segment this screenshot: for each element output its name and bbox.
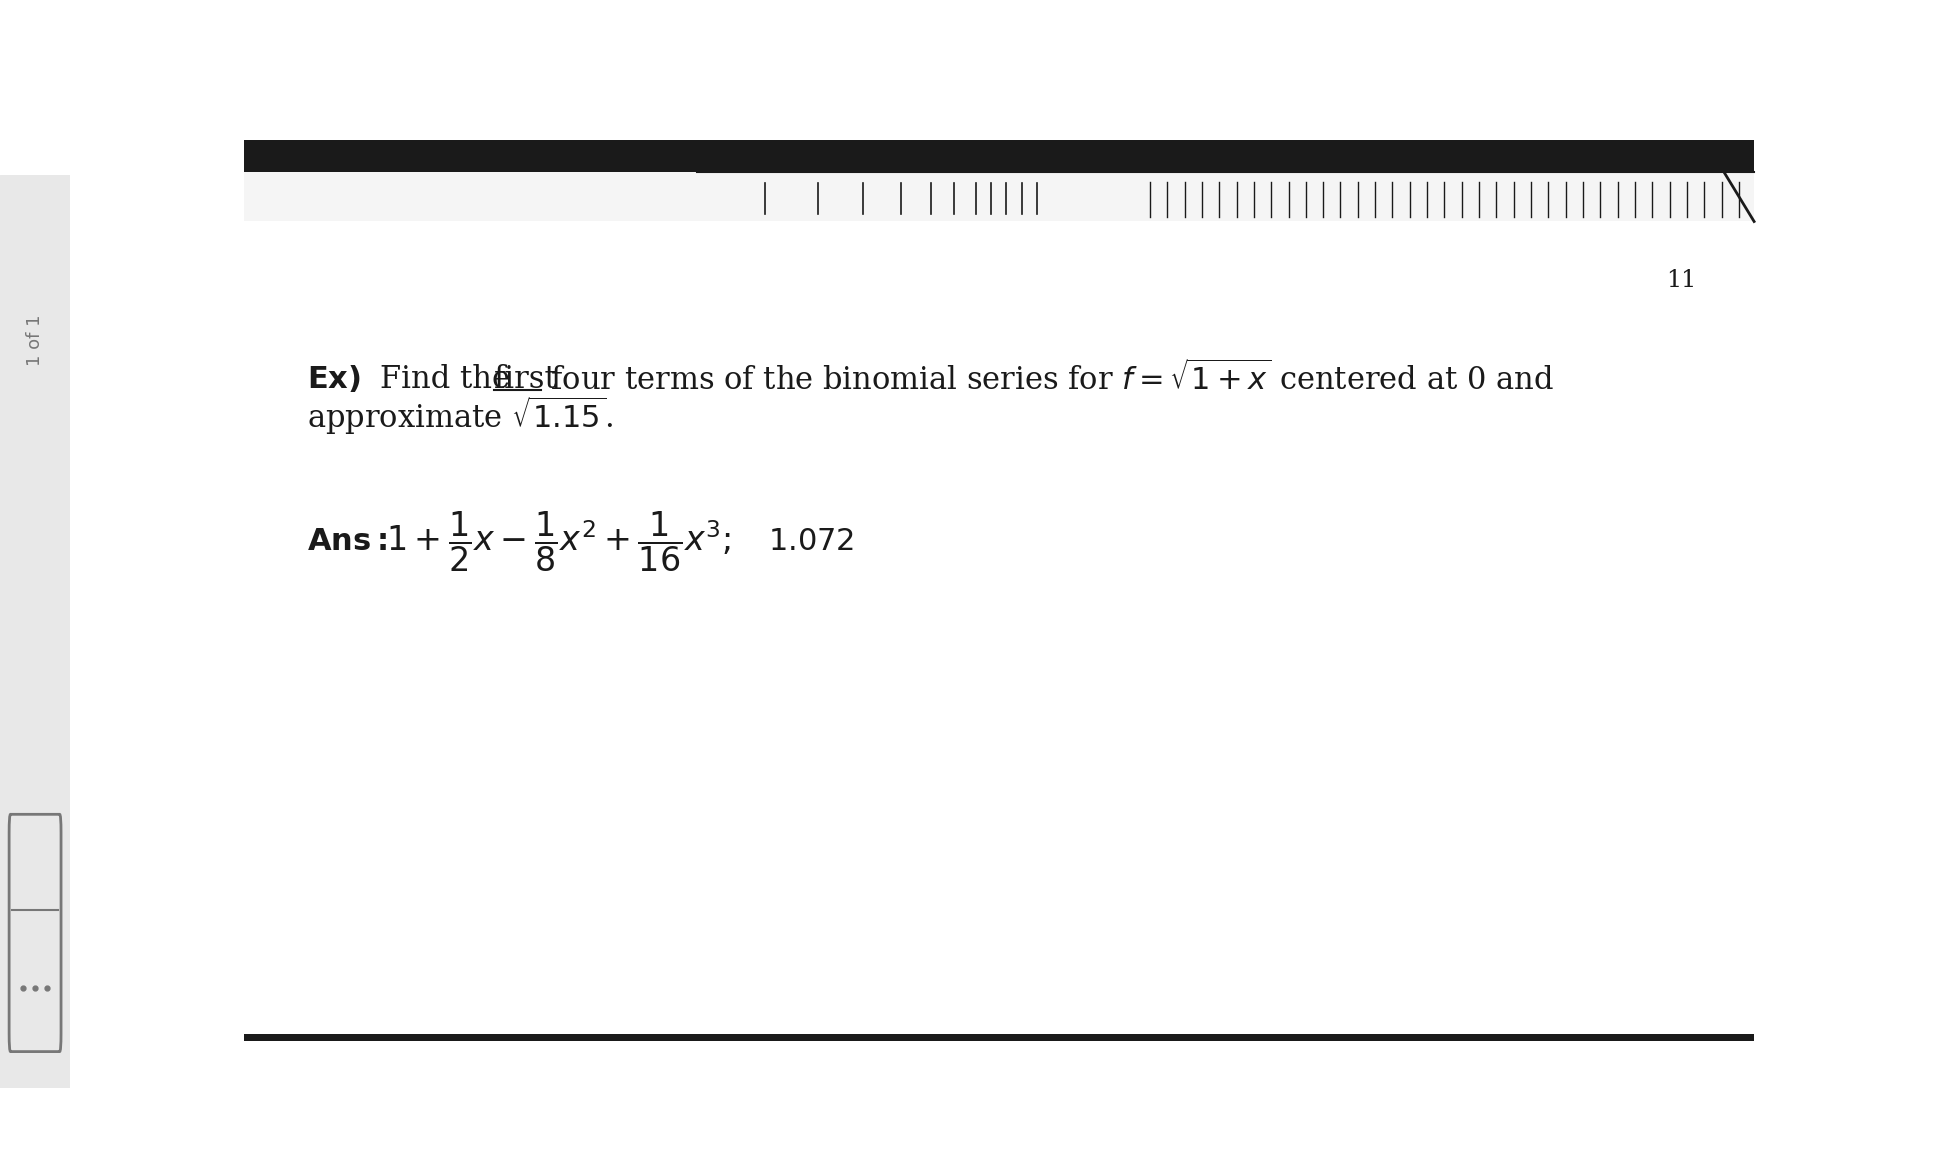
Text: $1.072$: $1.072$ (768, 525, 853, 557)
Text: $1 + \dfrac{1}{2}x - \dfrac{1}{8}x^2 + \dfrac{1}{16}x^3;$: $1 + \dfrac{1}{2}x - \dfrac{1}{8}x^2 + \… (386, 509, 730, 573)
Bar (244, 172, 1753, 221)
Text: $\mathbf{Ex)}$: $\mathbf{Ex)}$ (308, 364, 360, 394)
Text: Find the: Find the (380, 364, 508, 394)
Text: 1 of 1: 1 of 1 (25, 314, 45, 365)
Text: $\mathbf{Ans:}$: $\mathbf{Ans:}$ (308, 525, 388, 557)
Text: approximate $\sqrt{1.15}$.: approximate $\sqrt{1.15}$. (308, 394, 614, 436)
Bar (244, 1034, 1753, 1041)
Text: four terms of the binomial series for $f = \sqrt{1+x}$ centered at 0 and: four terms of the binomial series for $f… (542, 362, 1553, 397)
Text: first: first (495, 364, 557, 394)
FancyBboxPatch shape (0, 139, 70, 1124)
Text: 11: 11 (1666, 269, 1697, 291)
Bar (244, 140, 1753, 172)
